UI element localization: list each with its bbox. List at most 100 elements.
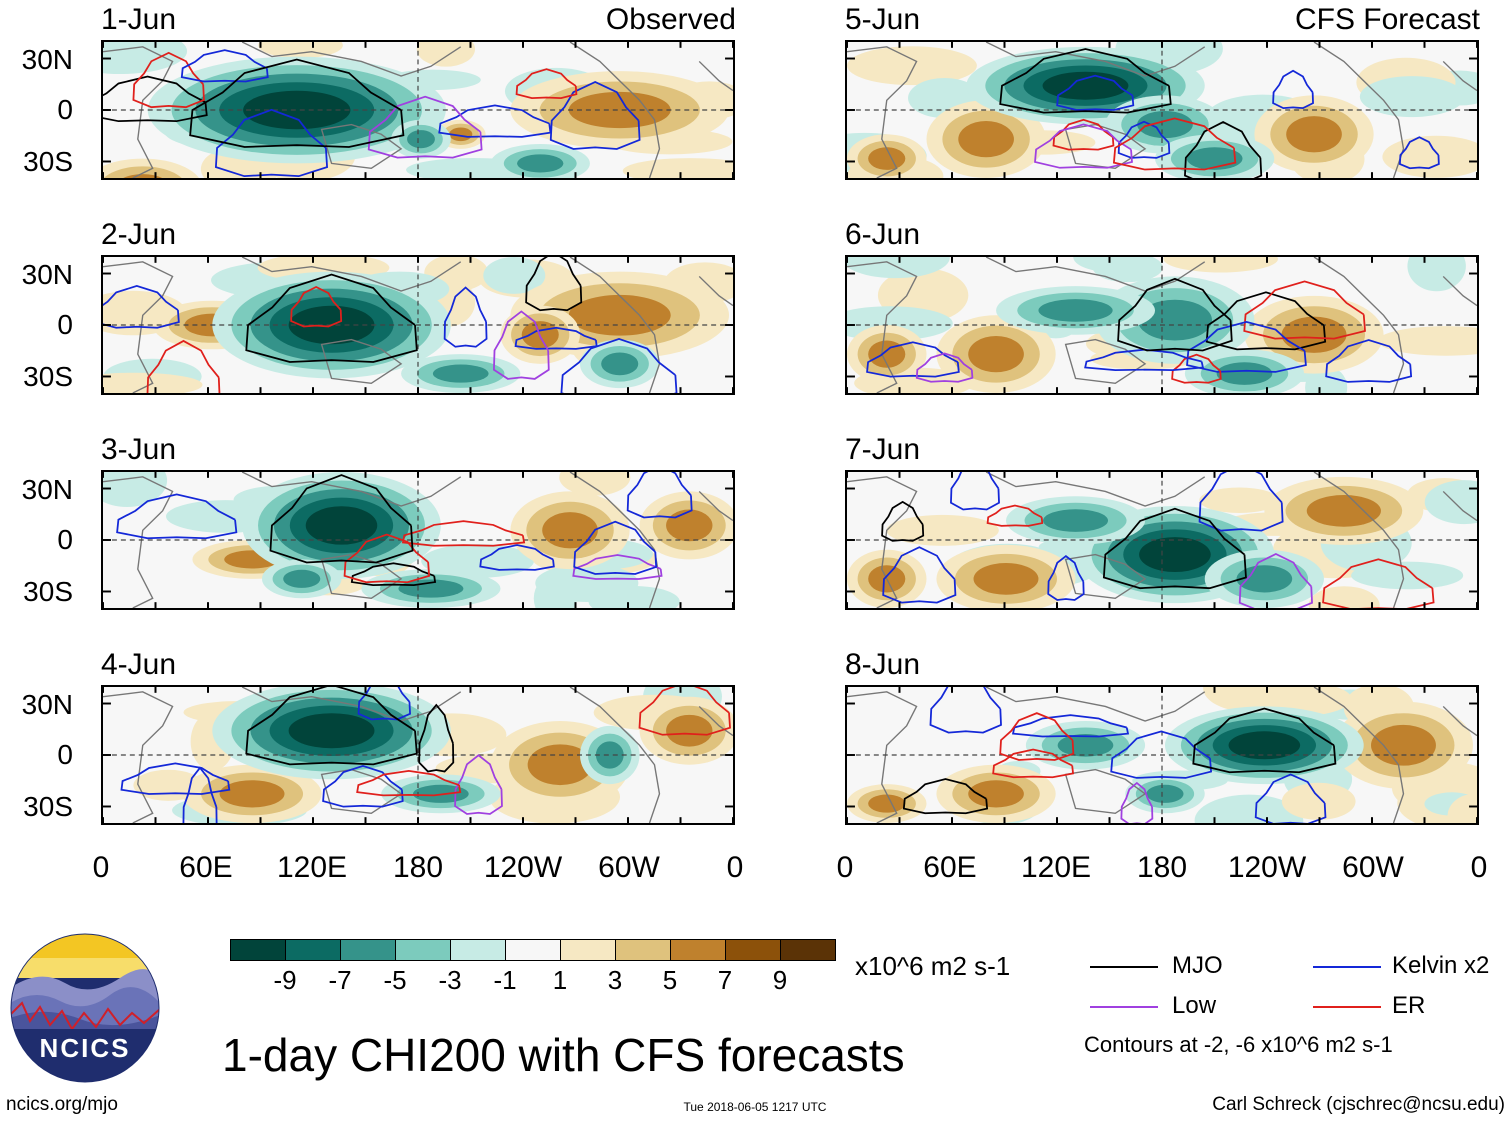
anomaly-shading (1236, 565, 1293, 593)
coastline (1313, 257, 1405, 393)
lat-label-30s-row3: 30S (23, 576, 73, 607)
colorbar-tick-label: -1 (493, 965, 517, 995)
wave-contour (290, 286, 343, 328)
coastline (103, 46, 174, 178)
coastline (569, 42, 661, 178)
panel-map-svg (847, 687, 1477, 823)
wave-contour (182, 766, 218, 823)
lon-label-left-360: 0 (726, 851, 744, 884)
wave-contour (525, 257, 583, 312)
cfs-forecast-label: CFS Forecast (1294, 3, 1480, 36)
anomaly-shading (568, 91, 671, 129)
coastline (1064, 768, 1147, 814)
wave-contour (1243, 280, 1366, 340)
colorbar-tick-label: 5 (662, 965, 678, 995)
wave-contour (438, 104, 552, 138)
anomaly-shading (283, 569, 321, 588)
colorbar-tick-label: -9 (273, 965, 297, 995)
lat-label-30s-row2: 30S (23, 361, 73, 392)
lat-label-30n-row1: 30N (21, 44, 73, 75)
wave-contour (146, 339, 221, 393)
lat-label-eq-row4: 0 (57, 739, 73, 770)
map-panel-6 (845, 255, 1479, 395)
coastline (241, 472, 462, 507)
anomaly-shading (416, 42, 476, 67)
coastline (320, 553, 403, 599)
wave-contour (418, 703, 455, 773)
anomaly-shading (868, 794, 906, 813)
anomaly-shading (1146, 784, 1184, 803)
panel-date-3: 3-Jun (101, 433, 177, 466)
wave-contour (180, 49, 269, 83)
lon-label-right-180: 180 (1136, 851, 1188, 884)
anomaly-shading (1042, 71, 1129, 100)
colorbar-swatch (615, 939, 671, 961)
colorbar-swatch (725, 939, 781, 961)
wave-contour (549, 80, 641, 150)
anomaly-shading (1447, 793, 1477, 823)
wave-contour (1198, 472, 1284, 532)
anomaly-shading (288, 713, 375, 749)
figure-title: 1-day CHI200 with CFS forecasts (222, 1029, 905, 1081)
wave-contour (356, 769, 462, 797)
wave-contour (999, 712, 1075, 761)
coastline (1064, 123, 1147, 169)
legend-label-er: ER (1392, 992, 1426, 1019)
wave-contour (1110, 730, 1213, 779)
wave-contour (189, 58, 405, 148)
anomaly-shading (1281, 316, 1347, 353)
anomaly-shading (1216, 362, 1273, 385)
lon-label-right-60e: 60E (923, 851, 977, 884)
coastline (1442, 275, 1477, 307)
wave-contour (132, 51, 205, 109)
wave-contour (1184, 121, 1263, 178)
colorbar-tick-label: -5 (383, 965, 407, 995)
colorbar-swatch (230, 939, 286, 961)
map-panel-1 (101, 40, 735, 180)
anomaly-shading (1139, 537, 1211, 573)
colorbar-tick-label: 7 (717, 965, 733, 995)
anomaly-shading (958, 121, 1014, 158)
anomaly-shading (1359, 76, 1465, 118)
coastline (698, 705, 733, 737)
anomaly-shading (219, 780, 285, 808)
footer-site-link[interactable]: ncics.org/mjo (6, 1094, 118, 1115)
coastline (1064, 338, 1147, 384)
wave-contour (1398, 136, 1440, 170)
wave-contour (322, 765, 404, 808)
wave-contour (1272, 69, 1314, 110)
coastline (985, 472, 1206, 507)
anomaly-shading (103, 42, 188, 75)
lat-label-eq-row3: 0 (57, 524, 73, 555)
colorbar-swatch (395, 939, 451, 961)
panel-map-svg (847, 257, 1477, 393)
colorbar-tick-label: 3 (607, 965, 623, 995)
map-panel-2 (101, 255, 735, 395)
anomaly-shading (1407, 257, 1466, 292)
lon-label-left-180: 180 (392, 851, 444, 884)
coastline (103, 691, 174, 823)
anomaly-shading (449, 127, 473, 142)
anomaly-shading (1228, 731, 1301, 760)
wave-contour (1325, 339, 1413, 383)
wave-contour (245, 687, 418, 766)
wave-contour (638, 687, 731, 736)
wave-contour (626, 472, 693, 519)
wave-contour (1056, 74, 1135, 111)
wave-contour (1192, 707, 1337, 774)
wave-contour (1034, 123, 1133, 169)
anomaly-shading (666, 509, 713, 542)
wave-contour (443, 286, 488, 348)
lat-label-30n-row2: 30N (21, 259, 73, 290)
wave-contour (120, 762, 231, 795)
wave-contour (572, 554, 663, 580)
anomaly-shading (1137, 299, 1213, 341)
lat-label-30s-row1: 30S (23, 146, 73, 177)
anomaly-shading (533, 574, 577, 608)
anomaly-shading (666, 714, 713, 747)
coastline (1442, 60, 1477, 92)
wave-contour (1322, 558, 1435, 608)
anomaly-shading (517, 154, 564, 173)
panel-date-2: 2-Jun (101, 218, 177, 251)
lon-label-left-60w: 60W (598, 851, 660, 884)
